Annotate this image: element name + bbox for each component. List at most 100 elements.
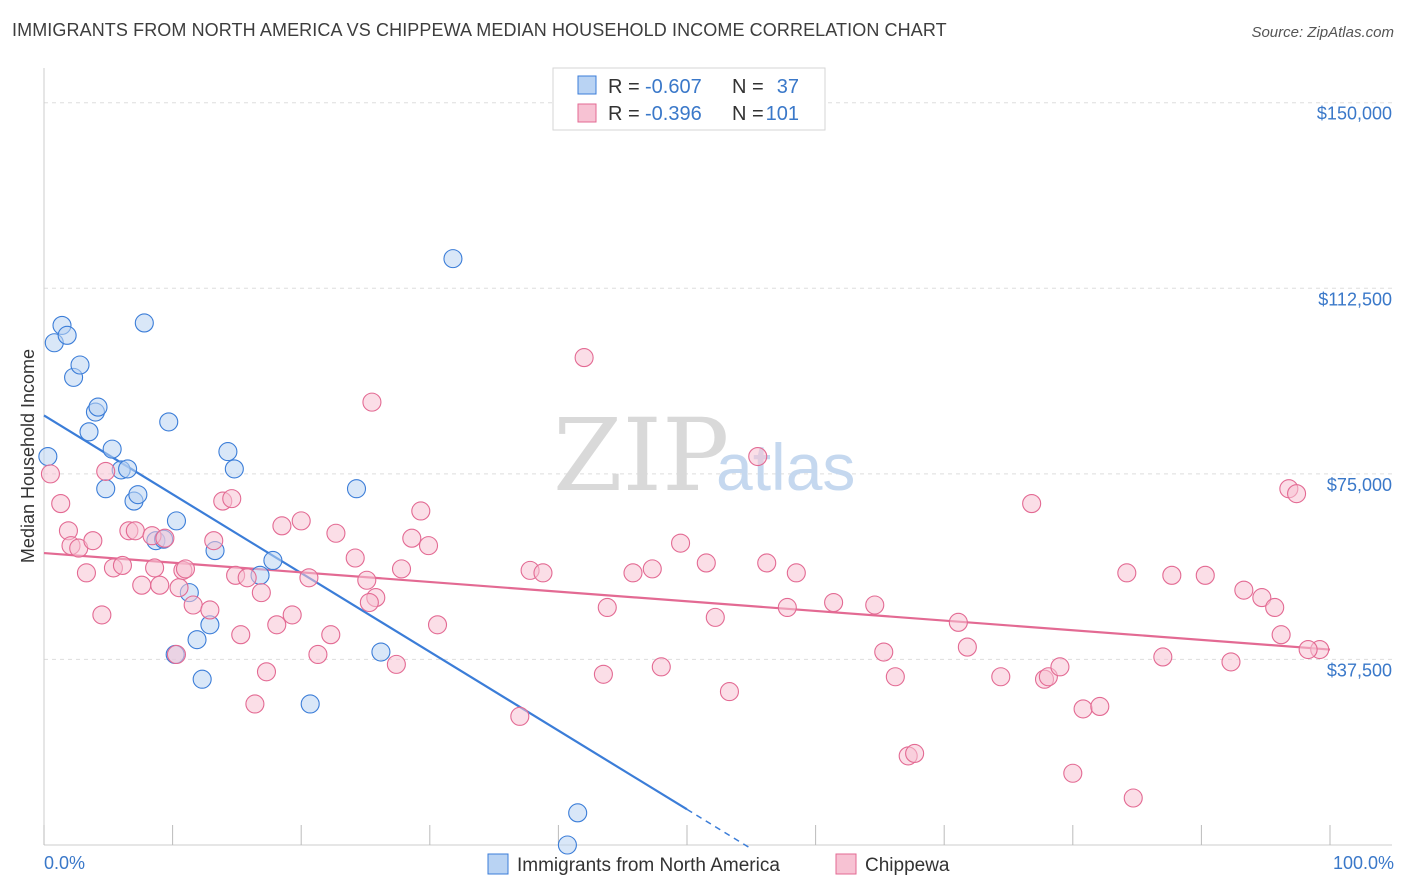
chart-title: IMMIGRANTS FROM NORTH AMERICA VS CHIPPEW… (12, 20, 947, 40)
chippewa-point (150, 575, 170, 595)
chippewa-point (362, 392, 382, 412)
series-chippewa-points (40, 348, 1330, 808)
x-ticks (43, 825, 1331, 845)
chippewa-point (1195, 565, 1215, 585)
chippewa-point (593, 664, 613, 684)
chippewa-point (777, 597, 797, 618)
series-immigrants-points (38, 249, 588, 855)
chippewa-point (411, 501, 431, 521)
chippewa-point (991, 667, 1011, 687)
chippewa-point (671, 533, 691, 553)
chippewa-point (291, 511, 311, 531)
immigrants-point (134, 313, 154, 333)
chippewa-point (1265, 597, 1285, 618)
legend-n-label-2: N = (732, 103, 764, 125)
chippewa-point (1117, 563, 1137, 583)
chippewa-point (533, 563, 553, 583)
chippewa-point (1287, 484, 1307, 504)
chippewa-point (391, 559, 412, 579)
immigrants-point (224, 459, 244, 479)
chippewa-point (166, 644, 187, 665)
chippewa-point (948, 612, 968, 632)
y-tick-label: $112,500 (1318, 289, 1392, 309)
chippewa-point (92, 605, 112, 625)
chippewa-point (905, 743, 925, 764)
legend-r-value-2: -0.396 (645, 103, 702, 125)
chippewa-point (1090, 696, 1110, 716)
chippewa-point (696, 553, 716, 573)
chippewa-point (418, 536, 439, 556)
y-axis-title: Median Household Income (18, 349, 38, 563)
chippewa-point (651, 657, 671, 677)
chippewa-point (321, 625, 341, 645)
legend-series-label-immigrants: Immigrants from North America (517, 855, 780, 876)
immigrants-point (38, 447, 58, 467)
chippewa-point (1162, 565, 1182, 585)
chippewa-point (642, 559, 662, 579)
chippewa-point (874, 642, 894, 662)
chippewa-point (427, 615, 448, 635)
x-tick-label-max: 100.0% (1333, 853, 1394, 873)
chippewa-point (1271, 625, 1291, 645)
chippewa-point (169, 578, 189, 598)
immigrants-point (192, 669, 212, 689)
immigrants-point (96, 479, 116, 499)
chippewa-point (155, 528, 175, 548)
x-tick-label-min: 0.0% (44, 853, 85, 873)
chippewa-point (308, 644, 328, 665)
immigrants-point (57, 325, 77, 345)
immigrants-point (159, 412, 179, 432)
chippewa-point (237, 568, 257, 588)
chippewa-point (402, 528, 422, 548)
chippewa-point (267, 615, 287, 635)
chippewa-point (1063, 763, 1083, 783)
legend-series-label-chippewa: Chippewa (865, 855, 950, 876)
chippewa-point (1022, 494, 1042, 514)
immigrants-point (187, 630, 207, 650)
legend-swatch-blue (577, 75, 597, 95)
chippewa-point (40, 464, 60, 484)
immigrants-point (568, 803, 588, 823)
immigrants-point (346, 479, 367, 499)
chippewa-point (345, 548, 365, 568)
chippewa-point (282, 605, 302, 625)
legend-r-label-2: R = (608, 103, 640, 125)
legend-box (552, 67, 826, 131)
chippewa-point (175, 559, 196, 579)
immigrants-point (102, 439, 122, 459)
immigrants-point (218, 442, 238, 462)
chippewa-point (96, 461, 116, 481)
chippewa-point (222, 489, 242, 509)
immigrants-point (443, 249, 463, 269)
chippewa-point (786, 563, 806, 583)
chippewa-point (51, 494, 71, 514)
y-tick-label: $37,500 (1327, 660, 1392, 680)
series-legend: Immigrants from North America Chippewa (487, 853, 950, 876)
legend-n-value-1: 37 (777, 76, 799, 98)
chippewa-point (112, 555, 132, 575)
immigrants-point (79, 422, 99, 442)
immigrants-point (371, 642, 391, 662)
chippewa-point (256, 662, 277, 682)
chippewa-point (1298, 639, 1318, 660)
chippewa-point (299, 568, 319, 588)
chippewa-point (1050, 657, 1070, 677)
chart-source: Source: ZipAtlas.com (1251, 24, 1394, 41)
chippewa-point (326, 523, 346, 543)
legend-r-label-1: R = (608, 76, 640, 98)
immigrants-point (557, 835, 577, 855)
chippewa-point (132, 575, 152, 595)
immigrants-point (166, 511, 187, 531)
immigrants-point (88, 397, 108, 417)
correlation-legend: R = -0.607 N = 37 R = -0.396 N = 101 (552, 67, 826, 131)
y-tick-label: $150,000 (1317, 104, 1392, 124)
legend-r-value-1: -0.607 (645, 76, 702, 98)
watermark: ZIP atlas (553, 397, 855, 514)
chippewa-point (510, 706, 530, 726)
chippewa-point (83, 531, 103, 551)
immigrants-point (118, 459, 138, 479)
chippewa-point (386, 654, 406, 674)
chippewa-point (957, 637, 977, 657)
chippewa-point (757, 553, 777, 573)
chippewa-point (245, 694, 265, 714)
